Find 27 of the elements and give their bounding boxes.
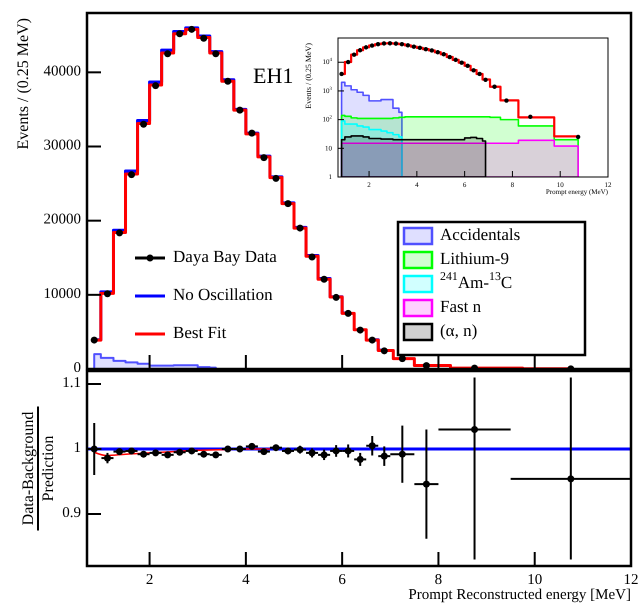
- x-axis-title: Prompt Reconstructed energy [MeV]: [408, 587, 631, 603]
- legend-label: Fast n: [440, 296, 482, 316]
- x-tick-label: 6: [338, 572, 346, 588]
- legend-label: Daya Bay Data: [173, 246, 278, 266]
- x-tick-label: 4: [242, 572, 250, 588]
- y-axis-title: Events / (0.25 MeV): [15, 18, 32, 150]
- y-tick-label: 10000: [44, 286, 81, 302]
- legend-label: No Oscillation: [173, 284, 274, 304]
- annotation: EH1: [253, 63, 294, 88]
- x-tick-label: 2: [146, 572, 154, 588]
- y-tick-label: 1: [74, 440, 81, 456]
- y-tick-label: 0.9: [62, 505, 81, 522]
- legend-label: (α, n): [440, 320, 478, 340]
- y-axis-title: Events / (0.25 MeV): [304, 42, 313, 109]
- y-tick-label: 1.1: [62, 375, 81, 392]
- x-tick-label: 12: [624, 572, 638, 588]
- text: Lithium-9: [440, 248, 509, 268]
- y-tick-label: 0: [74, 360, 81, 376]
- y-tick-label: 30000: [44, 138, 81, 154]
- x-tick-label: 10: [527, 572, 542, 588]
- y-tick-label: 40000: [44, 64, 81, 80]
- y-axis-title: Data-Background Prediction: [20, 412, 57, 526]
- legend-label: Best Fit: [173, 322, 227, 342]
- x-tick-label: 8: [434, 572, 442, 588]
- y-tick-label: 20000: [44, 212, 81, 228]
- legend-label: Accidentals: [440, 224, 520, 244]
- legend-label: $^{241}$Am-$^{13}$C: [440, 268, 512, 292]
